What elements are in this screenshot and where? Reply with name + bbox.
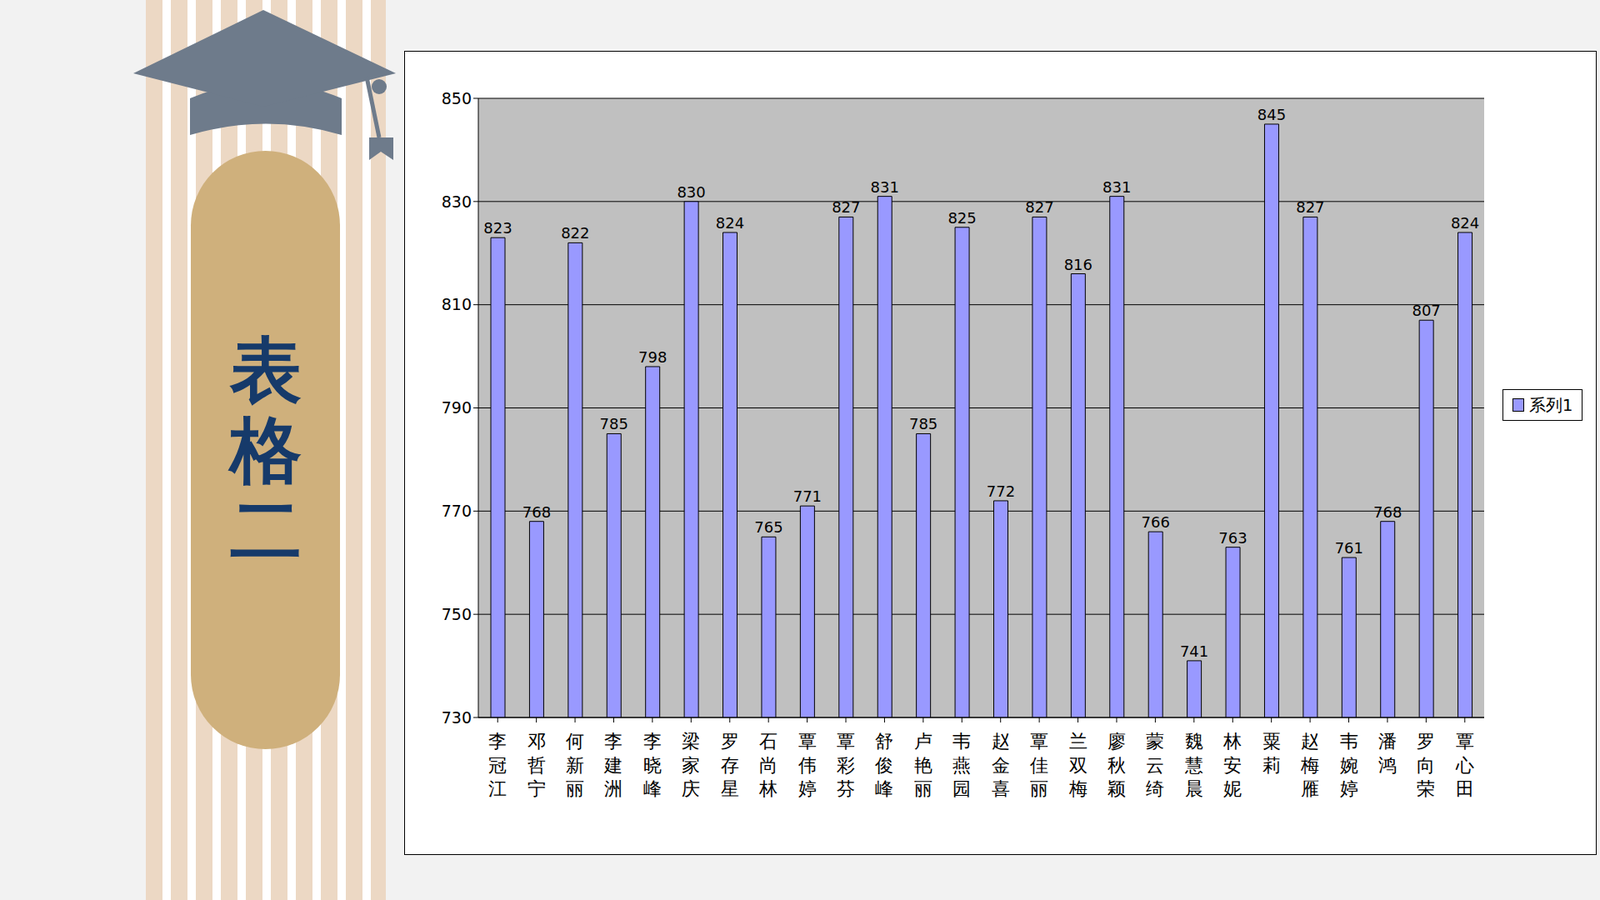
- svg-text:827: 827: [1295, 198, 1325, 216]
- svg-text:李晓峰: 李晓峰: [643, 730, 662, 800]
- svg-text:卢艳丽: 卢艳丽: [914, 730, 933, 800]
- svg-text:何新丽: 何新丽: [565, 730, 585, 800]
- svg-text:798: 798: [638, 348, 667, 366]
- svg-text:823: 823: [483, 219, 512, 237]
- svg-text:822: 822: [560, 224, 590, 242]
- html-text:系列1: 系列1: [1528, 394, 1573, 415]
- svg-text:831: 831: [1102, 178, 1131, 196]
- svg-text:覃心田: 覃心田: [1455, 730, 1475, 800]
- svg-text:李冠江: 李冠江: [488, 730, 507, 800]
- svg-text:魏慧晨: 魏慧晨: [1184, 730, 1204, 800]
- svg-text:825: 825: [947, 209, 976, 227]
- svg-text:覃彩芬: 覃彩芬: [836, 730, 855, 800]
- svg-text:768: 768: [1373, 503, 1402, 521]
- svg-text:韦燕园: 韦燕园: [952, 730, 971, 800]
- svg-text:蒙云绮: 蒙云绮: [1145, 730, 1165, 800]
- svg-text:粟莉: 粟莉: [1262, 730, 1281, 776]
- svg-text:845: 845: [1257, 105, 1286, 124]
- svg-text:816: 816: [1064, 255, 1093, 274]
- svg-text:770: 770: [441, 501, 472, 520]
- html-text:格: 格: [229, 408, 302, 492]
- svg-text:韦婉婷: 韦婉婷: [1340, 730, 1359, 800]
- svg-text:765: 765: [754, 518, 783, 536]
- svg-text:李建洲: 李建洲: [603, 730, 623, 800]
- svg-text:772: 772: [986, 482, 1015, 500]
- svg-text:廖秋颖: 廖秋颖: [1107, 730, 1126, 800]
- svg-text:兰双梅: 兰双梅: [1068, 730, 1088, 800]
- svg-text:赵金喜: 赵金喜: [991, 730, 1010, 800]
- svg-text:790: 790: [441, 398, 472, 417]
- svg-text:771: 771: [793, 487, 822, 505]
- svg-text:763: 763: [1218, 529, 1247, 547]
- svg-text:830: 830: [676, 183, 705, 201]
- svg-text:邓哲宁: 邓哲宁: [527, 730, 546, 800]
- svg-text:罗存星: 罗存星: [720, 730, 740, 800]
- html-text:表: 表: [229, 328, 302, 412]
- svg-text:林安妮: 林安妮: [1222, 730, 1242, 800]
- svg-text:730: 730: [441, 708, 472, 727]
- svg-text:761: 761: [1335, 539, 1364, 557]
- svg-text:750: 750: [441, 605, 472, 624]
- svg-text:824: 824: [1450, 214, 1480, 232]
- svg-text:石尚林: 石尚林: [758, 730, 778, 800]
- svg-text:768: 768: [522, 503, 551, 521]
- svg-text:810: 810: [441, 295, 472, 314]
- svg-text:741: 741: [1180, 642, 1209, 660]
- html-text:二: 二: [229, 488, 302, 572]
- svg-text:赵梅雁: 赵梅雁: [1300, 730, 1320, 800]
- svg-text:潘鸿: 潘鸿: [1378, 730, 1397, 776]
- svg-text:梁家庆: 梁家庆: [681, 730, 700, 800]
- svg-text:850: 850: [441, 89, 472, 108]
- svg-text:766: 766: [1141, 513, 1170, 531]
- svg-text:舒俊峰: 舒俊峰: [874, 730, 894, 800]
- svg-text:824: 824: [715, 214, 745, 232]
- svg-text:831: 831: [870, 178, 900, 196]
- svg-text:807: 807: [1411, 301, 1440, 320]
- svg-text:827: 827: [1025, 198, 1054, 216]
- svg-text:830: 830: [441, 192, 472, 211]
- svg-text:785: 785: [909, 415, 938, 433]
- svg-text:罗向荣: 罗向荣: [1416, 730, 1435, 800]
- svg-text:覃伟婷: 覃伟婷: [798, 730, 817, 800]
- svg-text:覃佳丽: 覃佳丽: [1030, 730, 1049, 800]
- svg-text:785: 785: [600, 415, 629, 433]
- svg-text:827: 827: [831, 198, 860, 216]
